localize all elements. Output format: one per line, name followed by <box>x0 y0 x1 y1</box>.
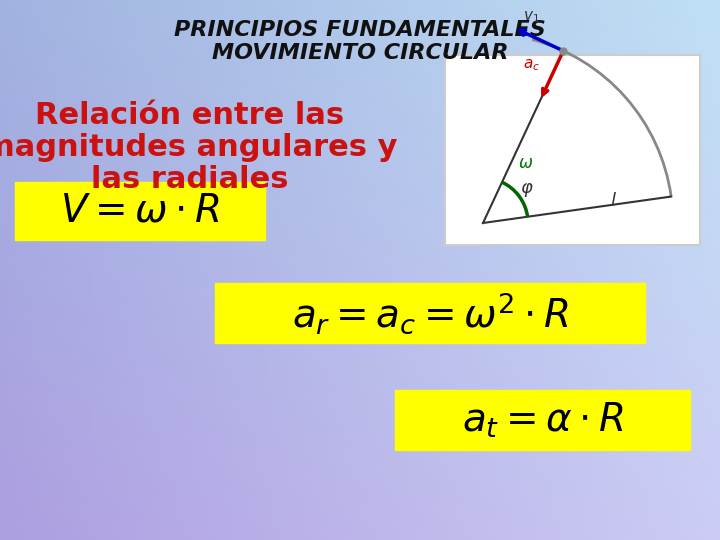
Text: $v_1$: $v_1$ <box>523 9 540 24</box>
Text: magnitudes angulares y: magnitudes angulares y <box>0 132 397 161</box>
Text: $V = \omega \cdot R$: $V = \omega \cdot R$ <box>60 192 220 230</box>
Text: $\omega$: $\omega$ <box>518 154 533 172</box>
Text: $a_r = a_c = \omega^2 \cdot R$: $a_r = a_c = \omega^2 \cdot R$ <box>292 291 568 336</box>
Text: $a_c$: $a_c$ <box>523 57 540 73</box>
Text: PRINCIPIOS FUNDAMENTALES: PRINCIPIOS FUNDAMENTALES <box>174 20 546 40</box>
Text: MOVIMIENTO CIRCULAR: MOVIMIENTO CIRCULAR <box>212 43 508 63</box>
Text: Relación entre las: Relación entre las <box>35 100 345 130</box>
Bar <box>215 283 645 343</box>
Text: las radiales: las radiales <box>91 165 289 193</box>
Bar <box>445 55 700 245</box>
Text: $\varphi$: $\varphi$ <box>521 181 534 199</box>
Text: $l$: $l$ <box>610 192 617 210</box>
Text: $a_t = \alpha \cdot R$: $a_t = \alpha \cdot R$ <box>462 400 624 440</box>
Bar <box>395 390 690 450</box>
Bar <box>15 182 265 240</box>
